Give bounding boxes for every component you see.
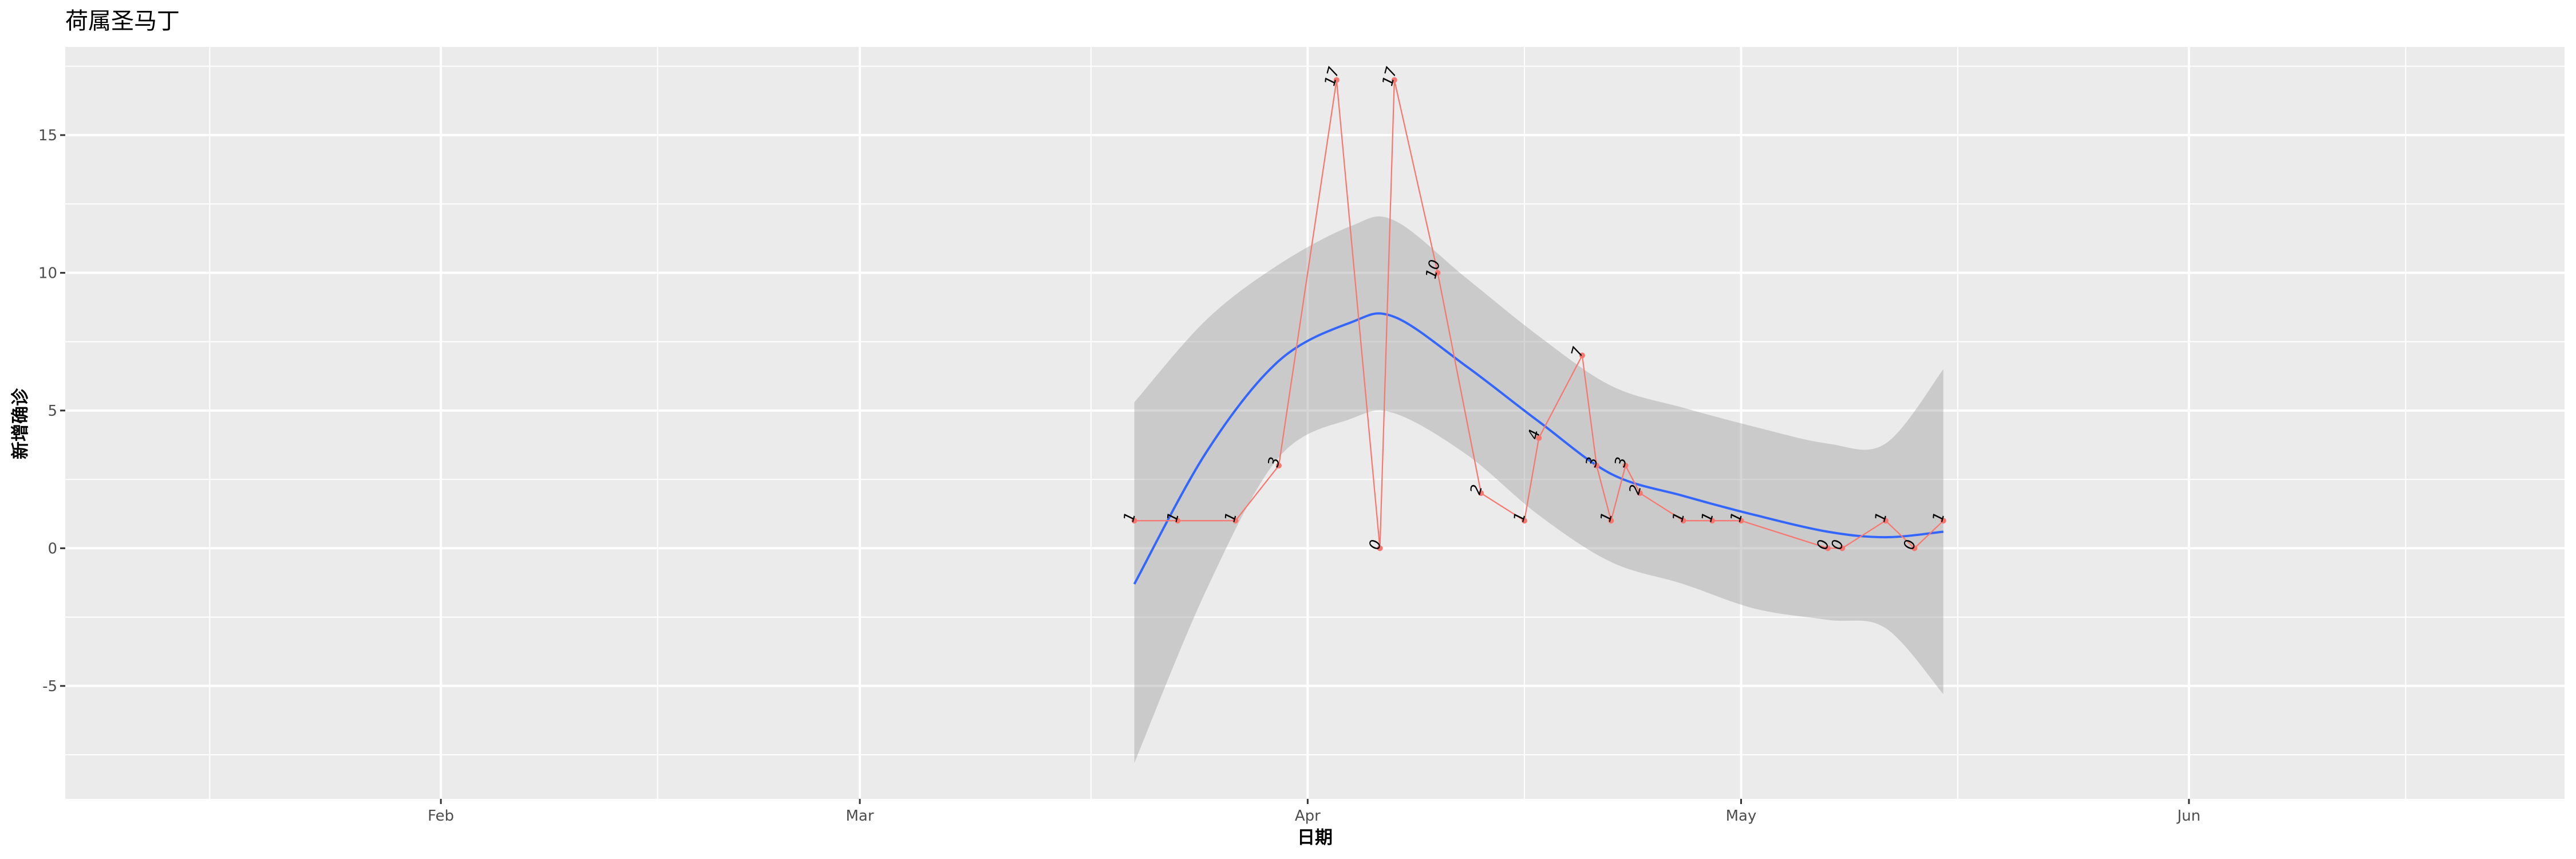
x-tick-label: Feb bbox=[428, 807, 454, 825]
data-point bbox=[1940, 518, 1946, 524]
data-point bbox=[1435, 270, 1441, 276]
data-point bbox=[1839, 545, 1846, 551]
x-tick-label: Jun bbox=[2176, 807, 2201, 825]
data-label: 1 bbox=[1872, 510, 1891, 524]
data-point bbox=[1275, 463, 1282, 469]
confidence-band-area bbox=[1134, 216, 1943, 763]
data-point bbox=[1637, 490, 1643, 497]
data-label: 1 bbox=[1669, 510, 1688, 524]
y-axis-title: 新增确诊 bbox=[10, 388, 31, 459]
data-label: 1 bbox=[1511, 510, 1530, 524]
smooth-line bbox=[1133, 312, 1944, 585]
data-point bbox=[1175, 518, 1181, 524]
data-point bbox=[1738, 518, 1744, 524]
data-point bbox=[1521, 518, 1527, 524]
y-tick-label: 10 bbox=[38, 265, 57, 282]
confidence-band bbox=[1134, 216, 1943, 763]
data-label: 0 bbox=[1366, 538, 1385, 551]
data-points bbox=[1131, 77, 1946, 551]
chart-title: 荷属圣马丁 bbox=[65, 8, 180, 34]
x-axis: Feb Mar Apr May Jun bbox=[428, 799, 2200, 825]
data-point bbox=[1333, 77, 1340, 83]
y-tick-label: 5 bbox=[48, 403, 57, 420]
data-label: 0 bbox=[1901, 538, 1919, 551]
data-point bbox=[1911, 545, 1918, 551]
data-point bbox=[1536, 435, 1542, 441]
data-point bbox=[1579, 352, 1585, 358]
y-axis: -5 0 5 10 15 bbox=[38, 127, 65, 695]
plot-panel bbox=[65, 47, 2565, 799]
data-point bbox=[1824, 545, 1831, 551]
data-label: 4 bbox=[1525, 428, 1544, 442]
data-point bbox=[1391, 77, 1397, 83]
data-label: 1 bbox=[1164, 510, 1183, 524]
data-label: 1 bbox=[1929, 510, 1948, 524]
data-point bbox=[1709, 518, 1716, 524]
data-label: 0 bbox=[1814, 538, 1833, 551]
data-label: 2 bbox=[1467, 483, 1486, 497]
data-label: 1 bbox=[1120, 510, 1139, 524]
data-point bbox=[1131, 518, 1137, 524]
data-label: 1 bbox=[1597, 510, 1616, 524]
data-point bbox=[1680, 518, 1686, 524]
data-point bbox=[1232, 518, 1239, 524]
grid-minor bbox=[65, 47, 2565, 799]
data-label: 3 bbox=[1265, 455, 1284, 469]
y-tick-label: -5 bbox=[42, 678, 57, 695]
data-label: 2 bbox=[1626, 483, 1645, 497]
data-label: 0 bbox=[1828, 538, 1847, 551]
data-point bbox=[1608, 518, 1614, 524]
y-tick-label: 0 bbox=[48, 540, 57, 557]
data-label: 1 bbox=[1698, 510, 1717, 524]
data-label: 1 bbox=[1222, 510, 1240, 524]
data-point bbox=[1882, 518, 1888, 524]
data-point bbox=[1594, 463, 1600, 469]
x-axis-title: 日期 bbox=[1297, 828, 1333, 848]
grid-major bbox=[65, 47, 2565, 799]
smooth-fit-line bbox=[1133, 312, 1944, 585]
x-tick-label: Mar bbox=[846, 807, 874, 825]
x-tick-label: Apr bbox=[1295, 807, 1321, 825]
data-label: 3 bbox=[1611, 455, 1630, 469]
data-point bbox=[1478, 490, 1484, 497]
data-label: 1 bbox=[1727, 510, 1746, 524]
data-point bbox=[1377, 545, 1383, 551]
x-tick-label: May bbox=[1726, 807, 1757, 825]
data-label: 3 bbox=[1583, 455, 1602, 469]
data-point bbox=[1622, 463, 1629, 469]
y-tick-label: 15 bbox=[38, 127, 57, 144]
